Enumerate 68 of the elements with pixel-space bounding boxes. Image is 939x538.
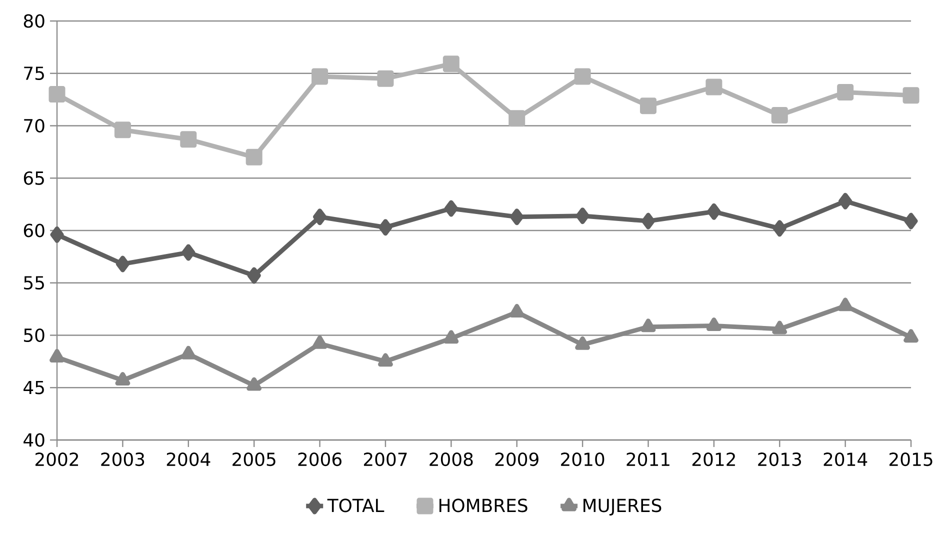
y-tick-label: 55 [24, 276, 44, 290]
point [706, 78, 722, 96]
x-tick-label: 2012 [692, 452, 735, 466]
point [378, 353, 393, 367]
point [114, 122, 131, 138]
y-tick-label: 45 [24, 380, 44, 394]
y-tick-label: 40 [24, 433, 44, 447]
x-tick-label: 2010 [561, 452, 604, 466]
point [772, 320, 788, 334]
point [50, 348, 64, 362]
x-tick-label: 2015 [890, 452, 932, 466]
point [48, 86, 66, 103]
point [707, 203, 721, 220]
point [247, 267, 261, 284]
point [904, 212, 918, 230]
point [377, 70, 394, 87]
x-tick-label: 2009 [495, 452, 538, 466]
point [640, 98, 656, 114]
point [180, 346, 196, 360]
y-tick-label: 50 [24, 328, 44, 342]
y-tick-label: 70 [24, 118, 44, 133]
point [246, 148, 262, 166]
point [313, 208, 327, 226]
x-tick-label: 2014 [824, 452, 868, 466]
point [116, 256, 130, 272]
legend-label: MUJERES [584, 498, 662, 516]
point [837, 84, 854, 100]
point [771, 107, 788, 124]
y-tick-label: 65 [24, 171, 44, 185]
point [50, 226, 64, 243]
point [378, 219, 392, 236]
point [444, 330, 459, 344]
point [772, 220, 786, 237]
point [312, 335, 328, 349]
point [444, 200, 458, 217]
y-tick-label: 75 [24, 66, 44, 80]
legend-label: TOTAL [327, 498, 384, 512]
x-tick-label: 2008 [430, 452, 473, 466]
x-tick-label: 2004 [166, 452, 210, 466]
y-tick-label: 80 [24, 14, 44, 28]
point [640, 318, 656, 332]
x-tick-label: 2006 [298, 452, 342, 466]
point [838, 298, 853, 312]
point [904, 329, 918, 343]
point [182, 244, 196, 261]
x-tick-label: 2007 [364, 452, 407, 466]
point [510, 208, 524, 226]
point [115, 372, 130, 386]
point [312, 68, 328, 85]
x-tick-label: 2002 [36, 452, 78, 466]
x-tick-label: 2013 [758, 452, 801, 466]
point [838, 192, 852, 210]
point [575, 336, 590, 350]
point [706, 318, 722, 332]
point [509, 304, 524, 318]
point [508, 110, 526, 127]
point [641, 212, 655, 230]
point [574, 68, 591, 85]
point [180, 131, 197, 148]
point [442, 56, 460, 72]
x-tick-label: 2005 [232, 452, 276, 466]
point [902, 87, 920, 104]
y-tick-label: 60 [24, 224, 44, 238]
point [576, 208, 590, 224]
x-tick-label: 2011 [626, 452, 670, 466]
point [246, 377, 262, 391]
legend-label: HOMBRES [440, 498, 528, 512]
x-tick-label: 2003 [101, 452, 144, 466]
